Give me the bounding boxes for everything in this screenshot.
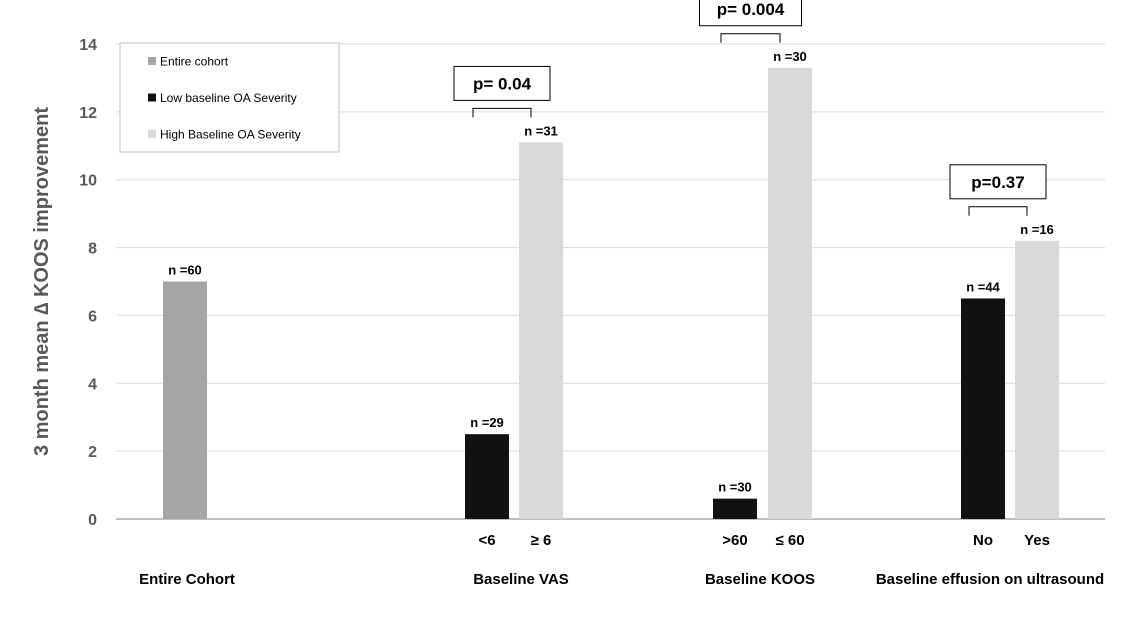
legend-swatch [148, 93, 156, 102]
x-tick-label: No [973, 532, 993, 549]
x-tick-label: >60 [722, 532, 747, 549]
group-label: Baseline KOOS [705, 571, 815, 588]
y-tick-label: 0 [88, 512, 97, 529]
y-tick-label: 10 [79, 173, 97, 190]
n-label: n =44 [966, 279, 1000, 294]
legend-swatch [148, 130, 156, 138]
legend-label: High Baseline OA Severity [160, 128, 301, 142]
n-label: n =60 [168, 263, 202, 278]
group-label: Baseline effusion on ultrasound [876, 571, 1104, 588]
bar [465, 434, 509, 519]
bar [713, 498, 757, 519]
y-tick-label: 2 [88, 444, 97, 461]
y-tick-label: 4 [88, 376, 97, 393]
legend-swatch [148, 57, 156, 65]
bar [961, 298, 1005, 519]
y-tick-label: 8 [88, 241, 97, 258]
x-tick-label: ≤ 60 [775, 532, 804, 549]
bar [519, 142, 563, 519]
n-label: n =31 [524, 123, 558, 138]
y-tick-label: 12 [79, 105, 97, 122]
group-label: Baseline VAS [473, 571, 569, 588]
y-tick-label: 6 [88, 308, 97, 325]
y-tick-label: 14 [79, 37, 97, 54]
p-values: p= 0.04 p= 0.004 p=0.37 [453, 0, 1047, 216]
x-tick-label: Yes [1024, 532, 1050, 549]
legend-box [119, 42, 340, 153]
p-value-label: p=0.37 [971, 173, 1024, 192]
bar [163, 281, 207, 519]
group-label: Entire Cohort [139, 571, 235, 588]
p-bracket [720, 33, 781, 43]
bars [163, 67, 1059, 520]
n-label: n =30 [718, 480, 752, 495]
legend-label: Entire cohort [160, 55, 229, 69]
n-label: n =29 [470, 415, 504, 430]
x-tick-label: ≥ 6 [531, 532, 552, 549]
p-value-label: p= 0.04 [473, 74, 532, 93]
n-label: n =30 [773, 49, 807, 64]
x-tick-label: <6 [478, 532, 495, 549]
p-value-box [699, 0, 802, 27]
bar [1015, 240, 1059, 520]
p-value-label: p= 0.004 [717, 0, 785, 19]
legend: Entire cohort Low baseline OA Severity Hig… [119, 42, 340, 153]
y-axis-title: 3 month mean ∆ KOOS improvement [31, 107, 53, 456]
bar [768, 67, 812, 519]
legend-label: Low baseline OA Severity [160, 91, 297, 105]
p-bracket [968, 206, 1028, 216]
p-value-box [453, 65, 551, 101]
labels: n =60 Entire Cohort n =29 <6 n =31 ≥ 6 Baselin… [139, 49, 1104, 588]
p-value-box [949, 164, 1047, 200]
n-label: n =16 [1020, 222, 1054, 237]
p-bracket [472, 107, 532, 118]
y-axis: 0 2 4 6 8 10 12 14 3 month mean ∆ KOOS improveme… [31, 37, 1105, 529]
